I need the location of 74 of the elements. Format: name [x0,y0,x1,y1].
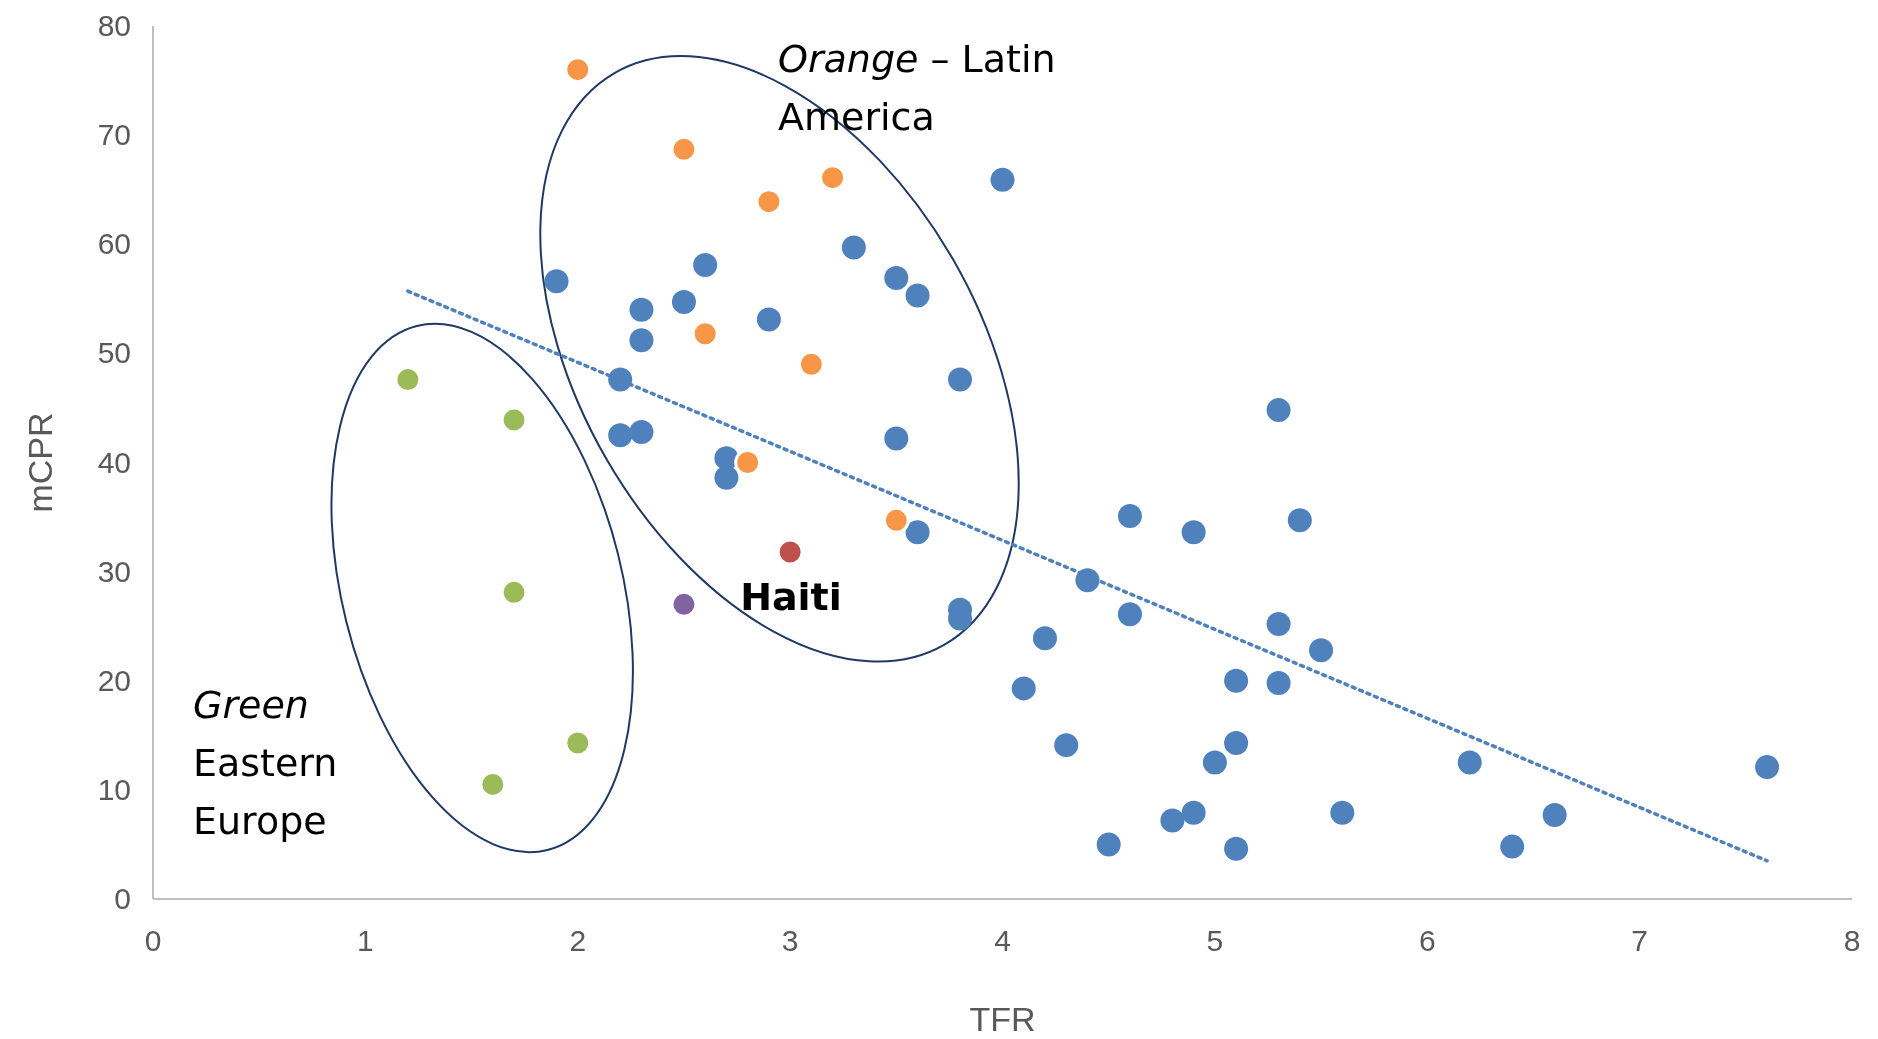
annotation: Green Eastern Europe [193,683,338,843]
point [1096,832,1121,857]
y-tick-label: 40 [97,445,131,479]
point [691,320,719,348]
point [819,164,847,192]
y-tick-label: 70 [97,118,131,152]
point [1054,733,1079,758]
point [629,328,654,353]
point [1755,754,1780,779]
point [776,538,804,566]
y-tick-label: 20 [97,663,131,697]
point [1224,836,1249,861]
x-tick-label: 8 [1843,924,1861,957]
point [1181,800,1206,825]
annotation: Haiti [740,574,842,619]
point [884,266,909,291]
point [608,423,633,448]
y-axis-title: mCPR [21,412,59,513]
x-tick-label: 3 [781,924,799,957]
y-tick-label: 30 [97,554,131,588]
point [905,283,930,308]
x-tick-label: 1 [357,924,374,957]
y-tick-label: 0 [114,882,131,915]
point [1266,398,1291,423]
x-axis-title: TFR [969,1000,1036,1038]
x-tick-label: 0 [144,924,162,957]
point [629,297,654,322]
point [1202,750,1227,775]
point [671,290,696,315]
point [755,188,783,216]
point [905,520,930,545]
point [1266,670,1291,695]
point [670,135,698,163]
x-tick-label: 6 [1418,924,1436,957]
point [882,506,910,534]
point [1542,802,1567,827]
x-tick-label: 4 [994,924,1011,957]
x-tick-label: 7 [1631,924,1648,957]
point [734,449,762,476]
point [1224,730,1249,755]
point [948,367,973,392]
point [544,269,569,294]
point [841,235,866,260]
x-tick-label: 5 [1206,924,1224,957]
point [1266,612,1291,637]
point [629,419,654,444]
point [1287,508,1312,533]
point [990,167,1015,192]
point [1117,503,1142,528]
point [670,590,698,618]
y-tick-label: 60 [97,227,131,261]
point [1011,676,1036,701]
point [797,350,825,378]
point [500,578,528,606]
point [714,465,739,490]
y-tick-label: 80 [97,9,131,42]
point [564,56,592,84]
point [1160,808,1185,833]
point [693,252,718,277]
point [1309,638,1334,663]
point [1500,834,1525,859]
point [1224,668,1249,693]
x-tick-label: 2 [569,924,587,957]
point [1330,800,1355,825]
point [1032,626,1057,651]
point [756,307,781,332]
point [1457,750,1482,775]
point [1117,602,1142,627]
y-tick-label: 50 [97,336,131,370]
y-tick-label: 10 [97,772,131,806]
point [500,406,528,434]
point [884,426,909,451]
point [1181,520,1206,545]
point [564,729,592,757]
